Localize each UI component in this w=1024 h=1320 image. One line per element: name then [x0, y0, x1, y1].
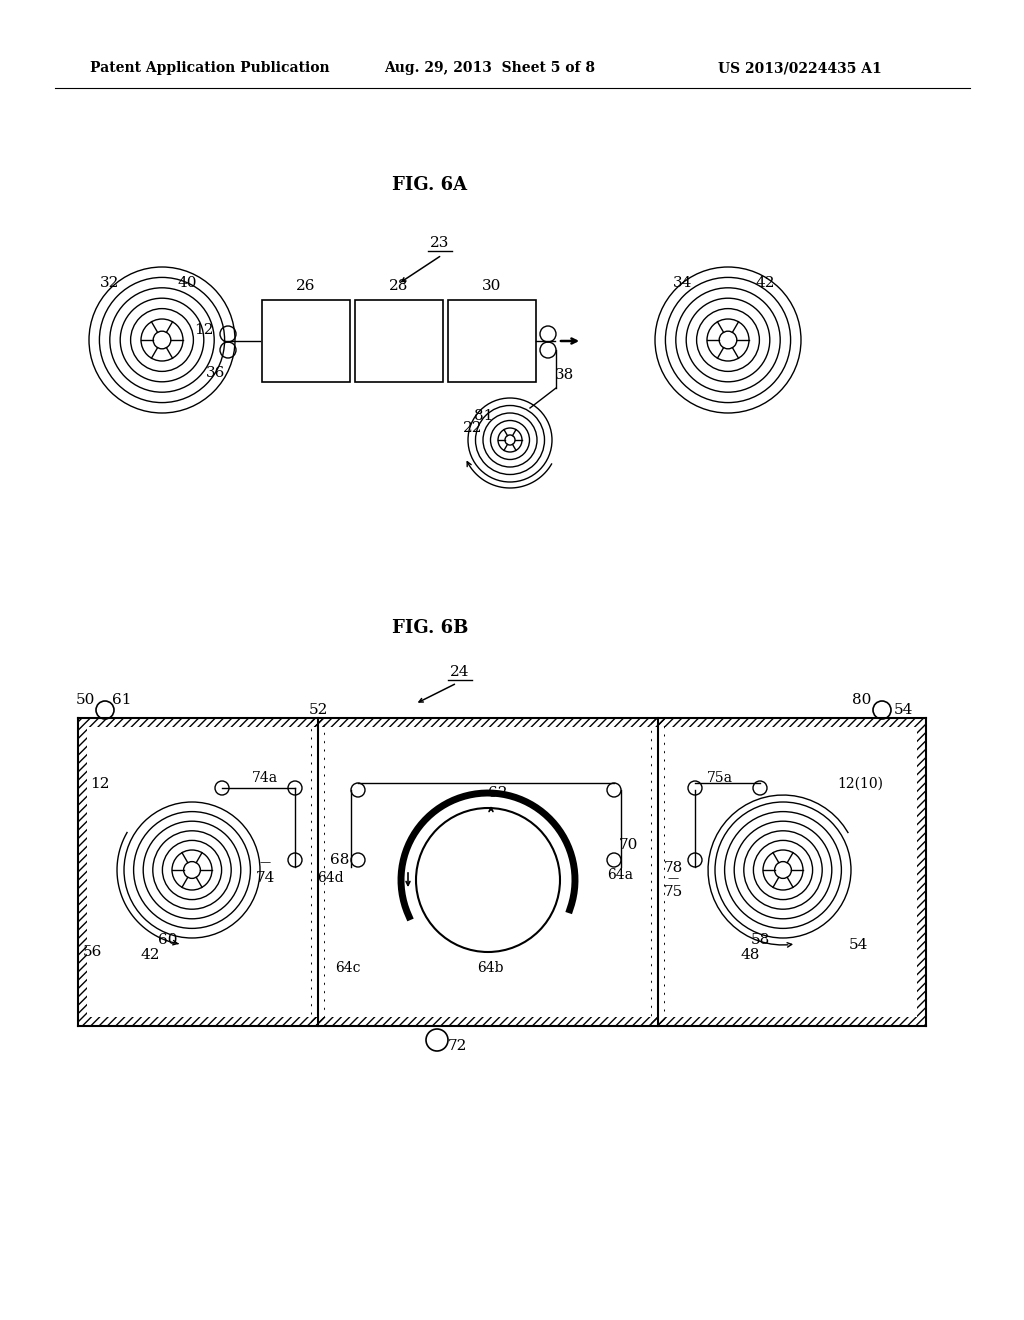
Text: 32: 32: [100, 276, 120, 290]
Text: 74a: 74a: [252, 771, 279, 785]
Text: 64c: 64c: [335, 961, 360, 975]
Text: 72: 72: [447, 1039, 467, 1053]
Bar: [78, 718, 926, 1026]
Text: 30: 30: [482, 279, 502, 293]
Text: 64d: 64d: [316, 871, 343, 884]
Text: 22: 22: [463, 421, 482, 436]
Bar: [87, 727, 918, 1016]
Text: 80: 80: [852, 693, 871, 708]
Circle shape: [183, 862, 201, 878]
Bar: [311, 718, 325, 1026]
Text: 38: 38: [555, 368, 574, 381]
Text: 34: 34: [674, 276, 692, 290]
Text: 12: 12: [90, 777, 110, 791]
Bar: [652, 727, 664, 1016]
Text: 12(10): 12(10): [837, 777, 883, 791]
Text: Patent Application Publication: Patent Application Publication: [90, 61, 330, 75]
Bar: [312, 727, 324, 1016]
Bar: [651, 718, 665, 1026]
Text: 54: 54: [893, 704, 912, 717]
Text: 81: 81: [474, 409, 494, 422]
Circle shape: [154, 331, 171, 348]
Text: 23: 23: [430, 236, 450, 249]
Bar: [262, 300, 350, 381]
Text: 70: 70: [618, 838, 638, 851]
Circle shape: [505, 436, 515, 445]
Text: FIG. 6A: FIG. 6A: [392, 176, 468, 194]
Text: 42: 42: [140, 948, 160, 962]
Text: 48: 48: [740, 948, 760, 962]
Text: 68: 68: [331, 853, 349, 867]
Bar: [355, 300, 443, 381]
Circle shape: [774, 862, 792, 878]
Text: 61: 61: [113, 693, 132, 708]
Text: 64a: 64a: [607, 869, 633, 882]
Bar: [449, 300, 536, 381]
Text: 28: 28: [389, 279, 409, 293]
Text: 12: 12: [195, 323, 214, 337]
Text: FIG. 6B: FIG. 6B: [392, 619, 468, 638]
Text: 58: 58: [751, 933, 770, 946]
Text: 42: 42: [756, 276, 775, 290]
Text: 75: 75: [664, 884, 683, 899]
Text: —: —: [668, 873, 679, 883]
Text: 78: 78: [664, 861, 683, 875]
Text: US 2013/0224435 A1: US 2013/0224435 A1: [718, 61, 882, 75]
Text: 54: 54: [848, 939, 867, 952]
Text: 24: 24: [451, 665, 470, 678]
Text: 26: 26: [296, 279, 315, 293]
Text: 50: 50: [76, 693, 94, 708]
Text: 36: 36: [206, 366, 225, 380]
Text: 62: 62: [488, 785, 508, 800]
Text: 56: 56: [82, 945, 101, 960]
Text: Aug. 29, 2013  Sheet 5 of 8: Aug. 29, 2013 Sheet 5 of 8: [384, 61, 596, 75]
Text: 75a: 75a: [707, 771, 733, 785]
Text: 74: 74: [255, 871, 274, 884]
Text: 64b: 64b: [477, 961, 503, 975]
Text: 60: 60: [159, 933, 178, 946]
Circle shape: [719, 331, 737, 348]
Text: —: —: [259, 857, 270, 867]
Text: 52: 52: [308, 704, 328, 717]
Text: 40: 40: [177, 276, 197, 290]
